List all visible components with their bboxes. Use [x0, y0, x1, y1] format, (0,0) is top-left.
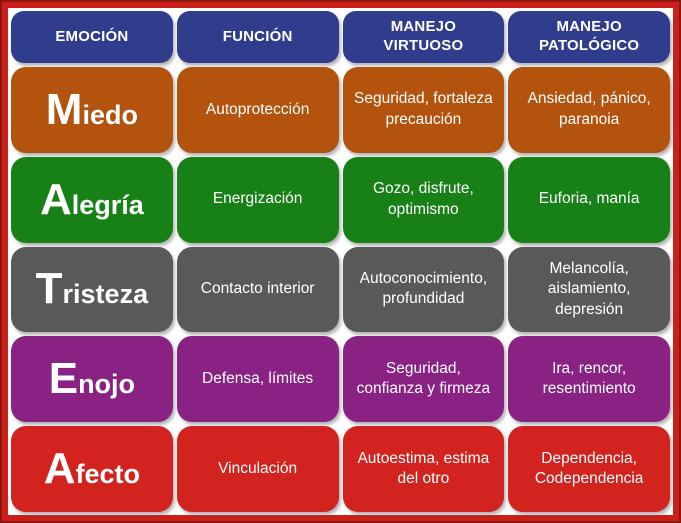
tristeza-virtuoso-cell: Autoconocimiento, profundidad — [342, 246, 505, 333]
emotion-name: Alegría — [39, 174, 144, 224]
miedo-funcion-cell: Autoprotección — [176, 67, 339, 153]
emotions-table-panel: EMOCIÓN FUNCIÓN MANEJO VIRTUOSO MANEJO P… — [8, 8, 673, 515]
alegria-virtuoso-cell: Gozo, disfrute, optimismo — [342, 156, 505, 243]
alegria-funcion-cell: Energización — [176, 156, 339, 243]
afecto-patologico-cell: Dependencia, Codependencia — [508, 426, 670, 512]
alegria-name-cell: Alegría — [11, 156, 173, 243]
afecto-virtuoso-cell: Autoestima, estima del otro — [342, 426, 505, 512]
tristeza-funcion-cell: Contacto interior — [176, 246, 339, 333]
miedo-patologico-cell: Ansiedad, pánico, paranoia — [508, 67, 670, 153]
header-cell-funcion: FUNCIÓN — [176, 11, 339, 63]
emotion-name: Tristeza — [35, 264, 149, 314]
miedo-virtuoso-cell: Seguridad, fortaleza precaución — [342, 67, 505, 153]
header-cell-emocion: EMOCIÓN — [11, 11, 173, 63]
emotion-name: Enojo — [48, 354, 136, 404]
enojo-name-cell: Enojo — [11, 336, 173, 423]
tristeza-patologico-cell: Melancolía, aislamiento, depresión — [508, 246, 670, 333]
enojo-virtuoso-cell: Seguridad, confianza y firmeza — [342, 336, 505, 423]
emotions-table: EMOCIÓN FUNCIÓN MANEJO VIRTUOSO MANEJO P… — [11, 11, 670, 512]
enojo-funcion-cell: Defensa, límites — [176, 336, 339, 423]
header-cell-manejo-patologico: MANEJO PATOLÓGICO — [508, 11, 670, 63]
miedo-name-cell: Miedo — [11, 67, 173, 153]
emotion-name: Miedo — [45, 84, 138, 134]
enojo-patologico-cell: Ira, rencor, resentimiento — [508, 336, 670, 423]
alegria-patologico-cell: Euforia, manía — [508, 156, 670, 243]
tristeza-name-cell: Tristeza — [11, 246, 173, 333]
afecto-funcion-cell: Vinculación — [176, 426, 339, 512]
emotion-name: Afecto — [43, 444, 141, 494]
header-cell-manejo-virtuoso: MANEJO VIRTUOSO — [342, 11, 505, 63]
afecto-name-cell: Afecto — [11, 426, 173, 512]
